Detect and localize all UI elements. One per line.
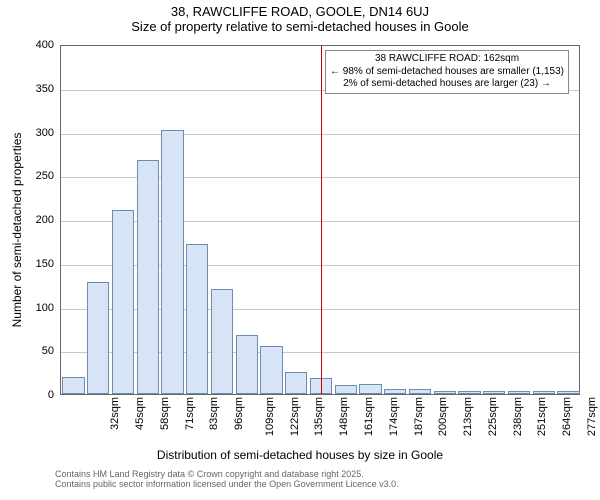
marker-annotation-line: 38 RAWCLIFFE ROAD: 162sqm: [330, 53, 564, 66]
y-ticks: 050100150200250300350400: [26, 45, 56, 395]
x-tick-label: 83sqm: [208, 397, 220, 430]
x-tick-label: 122sqm: [289, 397, 301, 436]
y-tick-label: 150: [24, 258, 54, 270]
y-tick-label: 300: [24, 127, 54, 139]
x-tick-label: 251sqm: [536, 397, 548, 436]
x-tick-label: 32sqm: [109, 397, 121, 430]
footer-attribution: Contains HM Land Registry data © Crown c…: [55, 470, 595, 490]
x-tick-label: 161sqm: [363, 397, 375, 436]
histogram-bar: [112, 210, 134, 394]
x-tick-label: 109sqm: [264, 397, 276, 436]
y-tick-label: 250: [24, 170, 54, 182]
histogram-bar: [161, 130, 183, 394]
histogram-bar: [409, 389, 431, 394]
x-tick-label: 264sqm: [561, 397, 573, 436]
histogram-bar: [508, 391, 530, 394]
y-tick-label: 400: [24, 39, 54, 51]
histogram-bar: [359, 384, 381, 395]
title-line-2: Size of property relative to semi-detach…: [0, 19, 600, 34]
x-tick-label: 58sqm: [159, 397, 171, 430]
y-tick-label: 100: [24, 302, 54, 314]
x-tick-label: 213sqm: [462, 397, 474, 436]
histogram-bar: [458, 391, 480, 395]
histogram-bar: [557, 391, 579, 394]
x-tick-label: 135sqm: [314, 397, 326, 436]
x-tick-label: 238sqm: [512, 397, 524, 436]
y-tick-label: 0: [24, 389, 54, 401]
marker-annotation: 38 RAWCLIFFE ROAD: 162sqm← 98% of semi-d…: [325, 50, 569, 94]
x-tick-label: 277sqm: [586, 397, 598, 436]
title-line-1: 38, RAWCLIFFE ROAD, GOOLE, DN14 6UJ: [0, 4, 600, 19]
x-tick-label: 45sqm: [134, 397, 146, 430]
x-tick-label: 148sqm: [338, 397, 350, 436]
plot-area: 38 RAWCLIFFE ROAD: 162sqm← 98% of semi-d…: [60, 45, 580, 395]
y-tick-label: 350: [24, 83, 54, 95]
marker-annotation-line: ← 98% of semi-detached houses are smalle…: [330, 66, 564, 79]
y-tick-label: 50: [24, 345, 54, 357]
histogram-bar: [285, 372, 307, 394]
histogram-bar: [384, 389, 406, 394]
marker-annotation-line: 2% of semi-detached houses are larger (2…: [330, 78, 564, 91]
x-ticks: 32sqm 45sqm 58sqm 71sqm 83sqm 96sqm 109sqm 122s…: [60, 397, 580, 447]
histogram-bar: [137, 160, 159, 395]
chart-container: 38, RAWCLIFFE ROAD, GOOLE, DN14 6UJ Size…: [0, 0, 600, 500]
histogram-bar: [236, 335, 258, 395]
histogram-bar: [434, 391, 456, 395]
histogram-bar: [87, 282, 109, 394]
x-tick-label: 71sqm: [184, 397, 196, 430]
x-tick-label: 187sqm: [413, 397, 425, 436]
x-tick-label: 96sqm: [233, 397, 245, 430]
x-tick-label: 200sqm: [437, 397, 449, 436]
y-axis-label: Number of semi-detached properties: [10, 133, 24, 328]
histogram-bar: [335, 385, 357, 394]
x-tick-label: 225sqm: [487, 397, 499, 436]
y-tick-label: 200: [24, 214, 54, 226]
grid-line: [61, 134, 579, 135]
histogram-bar: [533, 391, 555, 394]
histogram-bar: [483, 391, 505, 394]
histogram-bar: [186, 244, 208, 395]
footer-line-2: Contains public sector information licen…: [55, 480, 595, 490]
marker-line: [321, 46, 322, 394]
histogram-bar: [62, 377, 84, 395]
x-tick-label: 174sqm: [388, 397, 400, 436]
histogram-bar: [211, 289, 233, 394]
x-axis-label: Distribution of semi-detached houses by …: [0, 448, 600, 462]
chart-title: 38, RAWCLIFFE ROAD, GOOLE, DN14 6UJ Size…: [0, 4, 600, 34]
histogram-bar: [260, 346, 282, 394]
